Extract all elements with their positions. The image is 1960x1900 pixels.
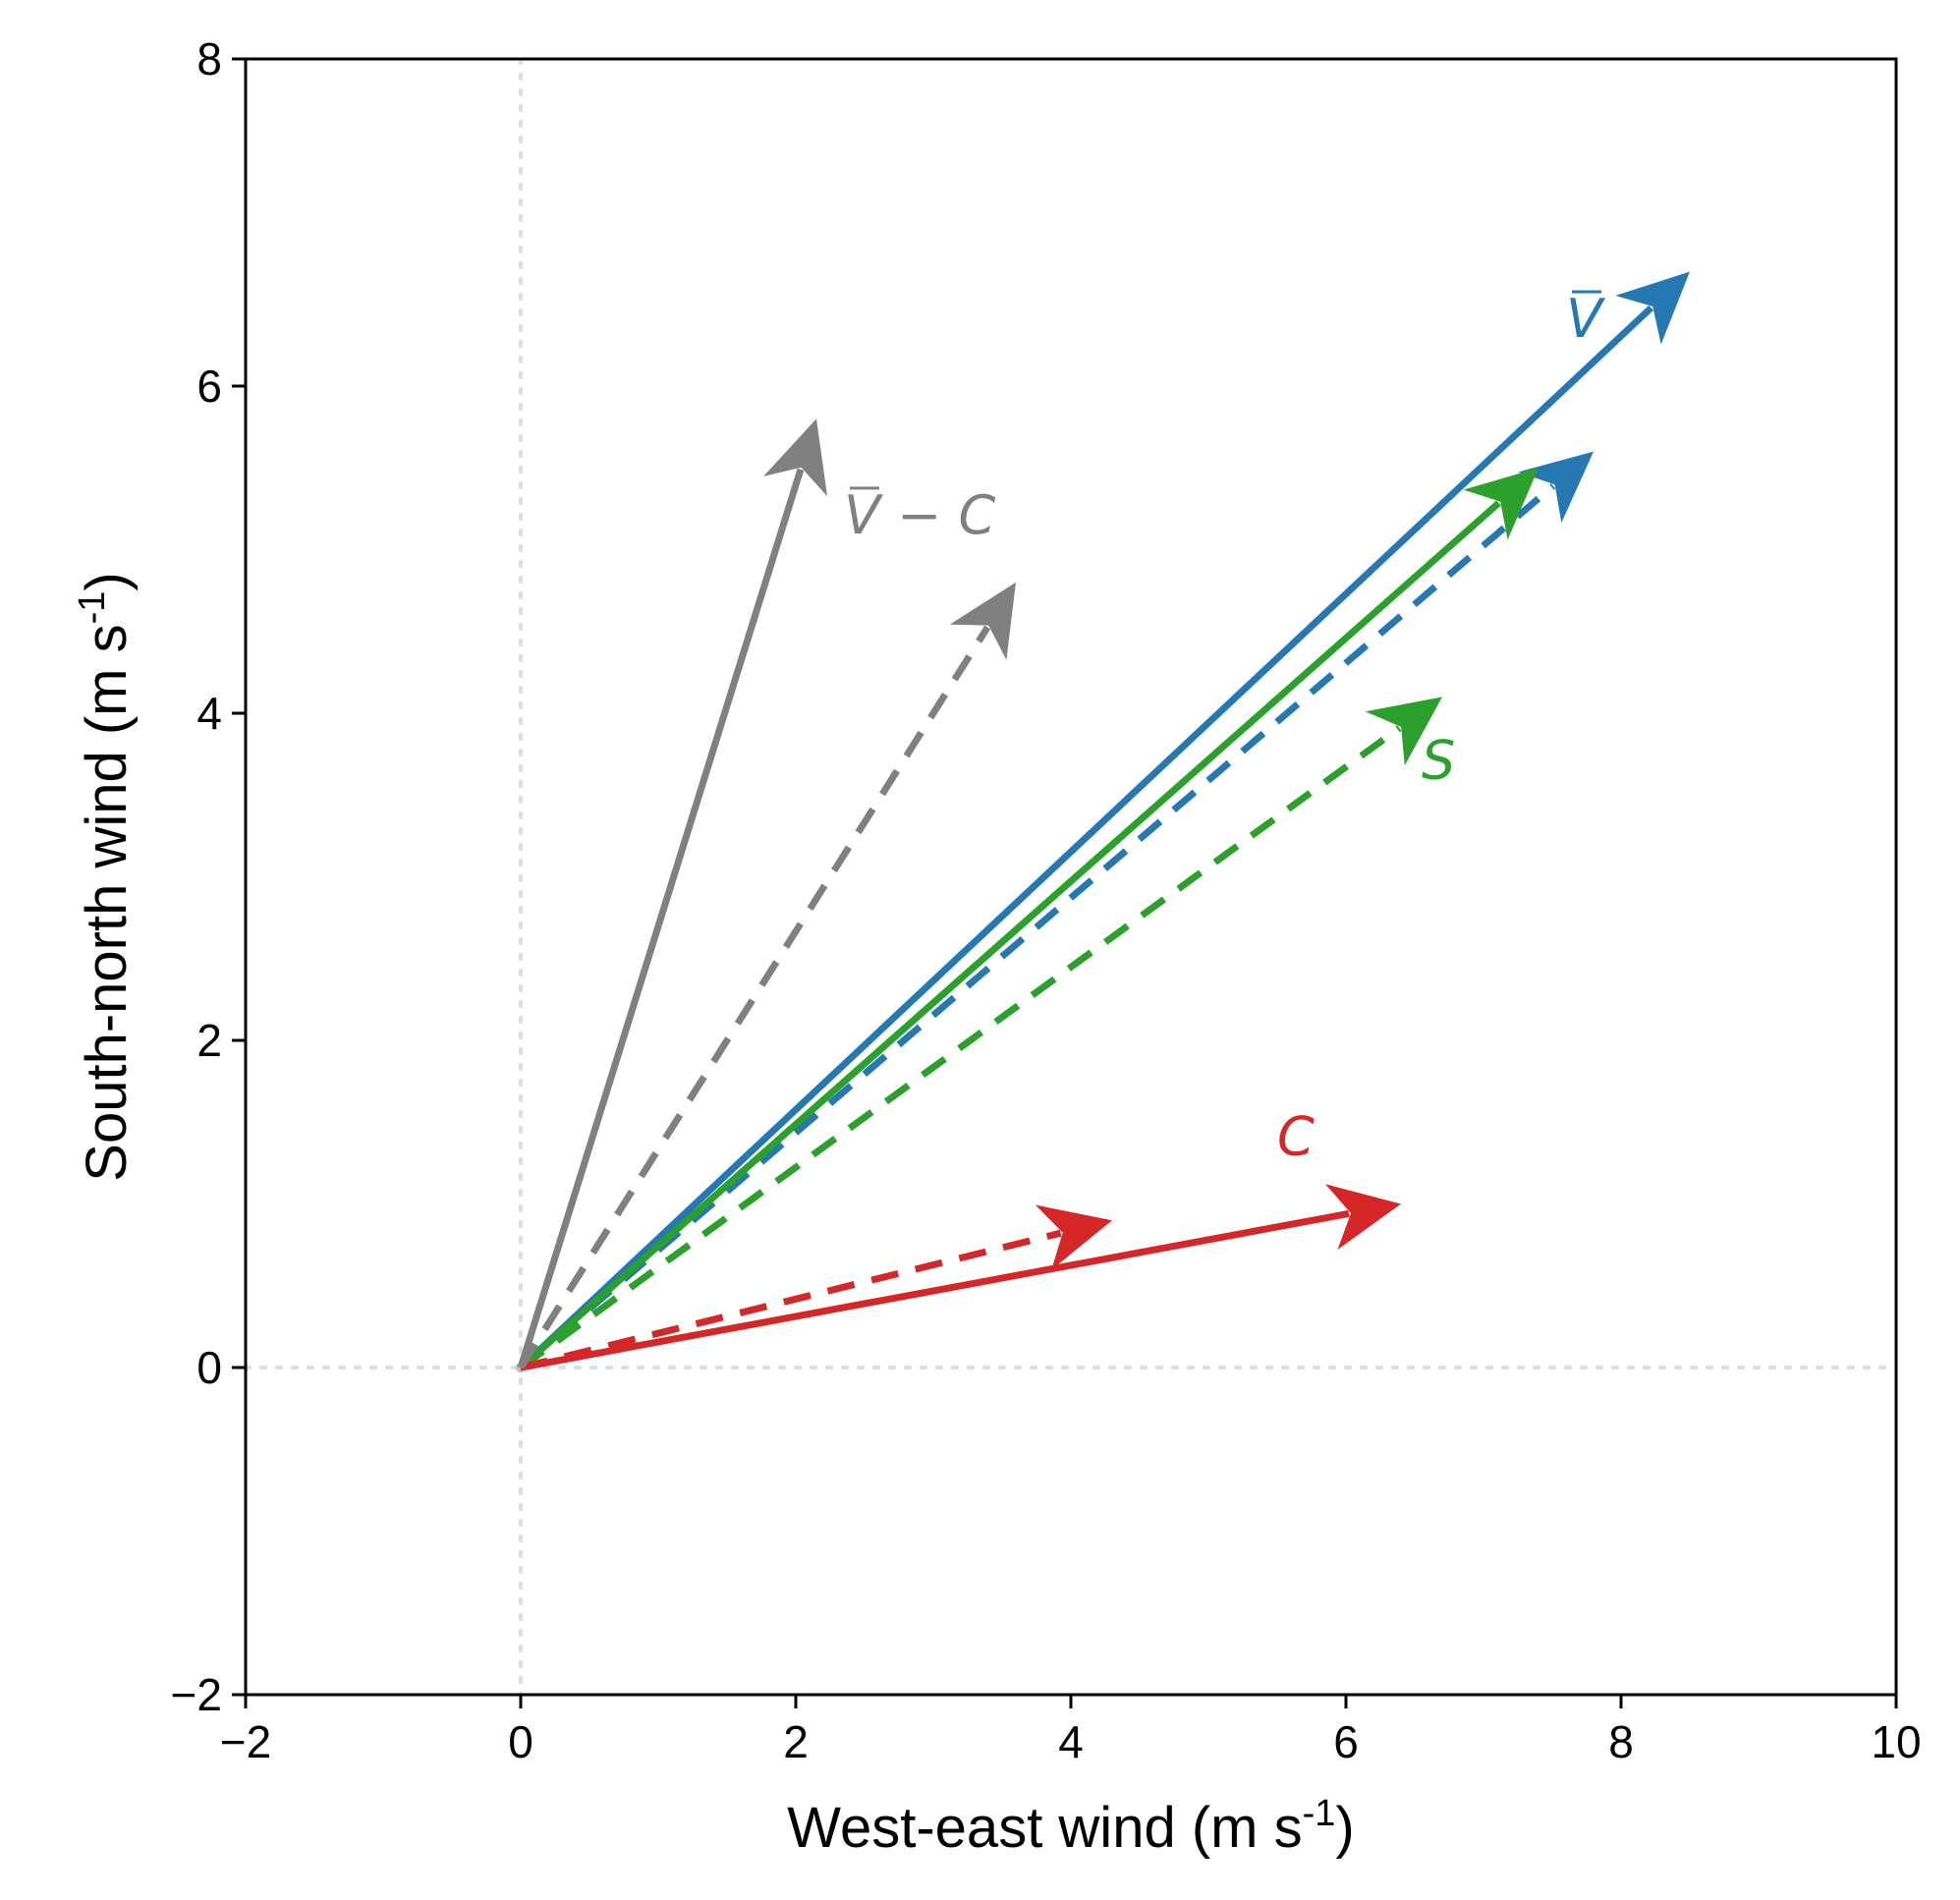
vector-vbar-solid	[518, 271, 1690, 1370]
vector-shaft	[518, 500, 1501, 1370]
vector-vbar-minus-c-dashed	[518, 582, 1016, 1369]
vector-annotations: V V − C S C	[844, 288, 1606, 1168]
y-tick-label: 4	[196, 688, 222, 739]
y-tick-label: 2	[196, 1015, 222, 1066]
y-tick-label: −2	[171, 1669, 222, 1720]
label-c: C	[1277, 1106, 1315, 1168]
label-vbar: V	[1566, 288, 1606, 350]
zero-reference-lines	[246, 59, 1896, 1695]
vector-shaft	[518, 725, 1402, 1370]
x-tick-label: −2	[220, 1716, 271, 1767]
vector-head	[1035, 1204, 1112, 1270]
x-axis-unit-exponent: -1	[1303, 1793, 1336, 1834]
x-axis-label-text: West-east wind (m s	[787, 1796, 1302, 1860]
vector-s-solid	[518, 468, 1539, 1370]
vector-shaft	[517, 468, 805, 1369]
vector-label-text: V	[1566, 288, 1606, 350]
vector-shaft	[518, 305, 1653, 1370]
y-tick-label: 0	[196, 1342, 222, 1393]
vector-shaft	[518, 625, 991, 1369]
vector-vbar-minus-c-solid	[517, 419, 827, 1369]
x-tick-label: 2	[783, 1716, 809, 1767]
vector-c-solid	[520, 1184, 1401, 1371]
x-axis-label-close: )	[1335, 1796, 1354, 1860]
x-tick-label: 0	[508, 1716, 533, 1767]
vector-head	[1463, 468, 1539, 540]
vector-head	[1365, 697, 1442, 766]
vector-vbar-dashed	[518, 451, 1594, 1370]
y-tick-label: 8	[196, 33, 222, 84]
y-axis-label-text: South-north wind (m s	[75, 624, 139, 1181]
x-tick-label: 4	[1058, 1716, 1084, 1767]
vector-c-dashed	[520, 1204, 1112, 1371]
vector-shaft	[520, 1229, 1062, 1371]
y-axis-label-close: )	[75, 572, 139, 590]
label-s: S	[1422, 730, 1455, 792]
vector-label-text: V − C	[844, 484, 996, 546]
x-tick-label: 6	[1333, 1716, 1359, 1767]
vector-label-text: C	[1277, 1106, 1315, 1168]
vector-head	[949, 582, 1016, 660]
vector-head	[1325, 1184, 1401, 1251]
label-vbar-minus-c: V − C	[844, 484, 996, 546]
y-axis-label: South-north wind (m s-1)	[72, 572, 139, 1181]
y-axis-unit-exponent: -1	[72, 591, 113, 625]
x-tick-label: 10	[1871, 1716, 1921, 1767]
vector-head	[1615, 271, 1690, 345]
vector-shaft	[518, 483, 1556, 1370]
x-tick-label: 8	[1608, 1716, 1634, 1767]
vector-shaft	[520, 1209, 1350, 1371]
vector-label-text: S	[1422, 730, 1455, 792]
vector-s-dashed	[518, 697, 1442, 1370]
vector-arrows	[516, 271, 1690, 1372]
vector-head	[763, 419, 827, 497]
axis-ticks: −2 0 2 4 6 8 10 −2 0 2 4 6 8	[171, 33, 1922, 1767]
x-axis-label: West-east wind (m s-1)	[787, 1793, 1354, 1860]
y-tick-label: 6	[196, 361, 222, 412]
